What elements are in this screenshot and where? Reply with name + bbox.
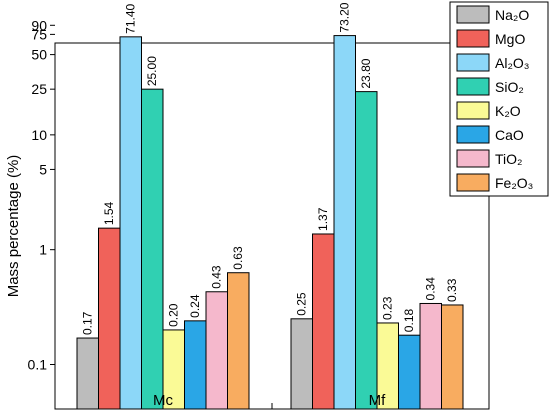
legend-label: TiO₂ [495,151,522,167]
data-label: 0.20 [167,303,181,327]
data-label: 23.80 [359,58,373,88]
y-tick-label: 90 [31,17,47,33]
legend-label: Fe₂O₃ [495,175,533,191]
data-label: 0.24 [188,294,202,318]
legend-swatch [456,125,490,144]
data-label: 25.00 [145,56,159,86]
y-tick-label: 5 [39,161,47,177]
bar [355,91,378,410]
data-label: 0.17 [81,311,95,335]
y-tick-label: 75 [31,26,47,42]
x-category-label: Mf [369,392,386,409]
data-label: 0.43 [210,265,224,289]
bar [227,272,250,410]
legend-label: SiO₂ [495,79,524,95]
y-tick-label: 25 [31,81,47,97]
legend: Na₂O MgO Al₂O₃ SiO₂ K₂O CaO TiO₂ Fe₂O₃ [449,1,549,197]
y-tick-label: 10 [31,127,47,143]
y-tick-label: 1 [39,242,47,258]
legend-swatch [456,149,490,168]
data-labels: 0.17 1.54 71.40 25.00 0.20 0.24 0.43 0.63 0.25 1.… [81,2,460,335]
bar [98,227,121,410]
legend-swatch [456,5,490,24]
data-label: 73.20 [338,2,352,32]
data-label: 71.40 [124,3,138,33]
legend-swatch [456,101,490,120]
data-label: 0.23 [381,296,395,320]
bar [398,334,421,410]
legend-swatch [456,53,490,72]
legend-swatch [456,173,490,192]
bar [419,302,442,410]
y-axis-title: Mass percentage (%) [5,155,22,298]
bar [141,88,164,410]
data-label: 1.54 [102,201,116,225]
bar [119,36,142,410]
bar [290,318,313,410]
y-tick-label: 0.1 [28,357,48,373]
bars [76,35,464,410]
data-label: 0.33 [445,278,459,302]
legend-swatch [456,29,490,48]
legend-label: K₂O [495,103,521,119]
x-category-label: Mc [153,392,173,409]
legend-label: Na₂O [495,7,529,23]
data-label: 0.34 [424,277,438,301]
bar [76,337,99,410]
legend-label: CaO [495,127,524,143]
data-label: 0.63 [231,246,245,270]
bar [205,291,228,410]
legend-swatch [456,77,490,96]
bar [333,35,356,410]
legend-label: Al₂O₃ [495,55,529,71]
y-tick-label: 50 [31,47,47,63]
data-label: 0.25 [295,292,309,316]
bar [441,304,464,410]
data-label: 0.18 [402,309,416,333]
legend-label: MgO [495,31,525,47]
data-label: 1.37 [316,207,330,231]
bar [312,233,335,410]
bar [184,320,207,410]
